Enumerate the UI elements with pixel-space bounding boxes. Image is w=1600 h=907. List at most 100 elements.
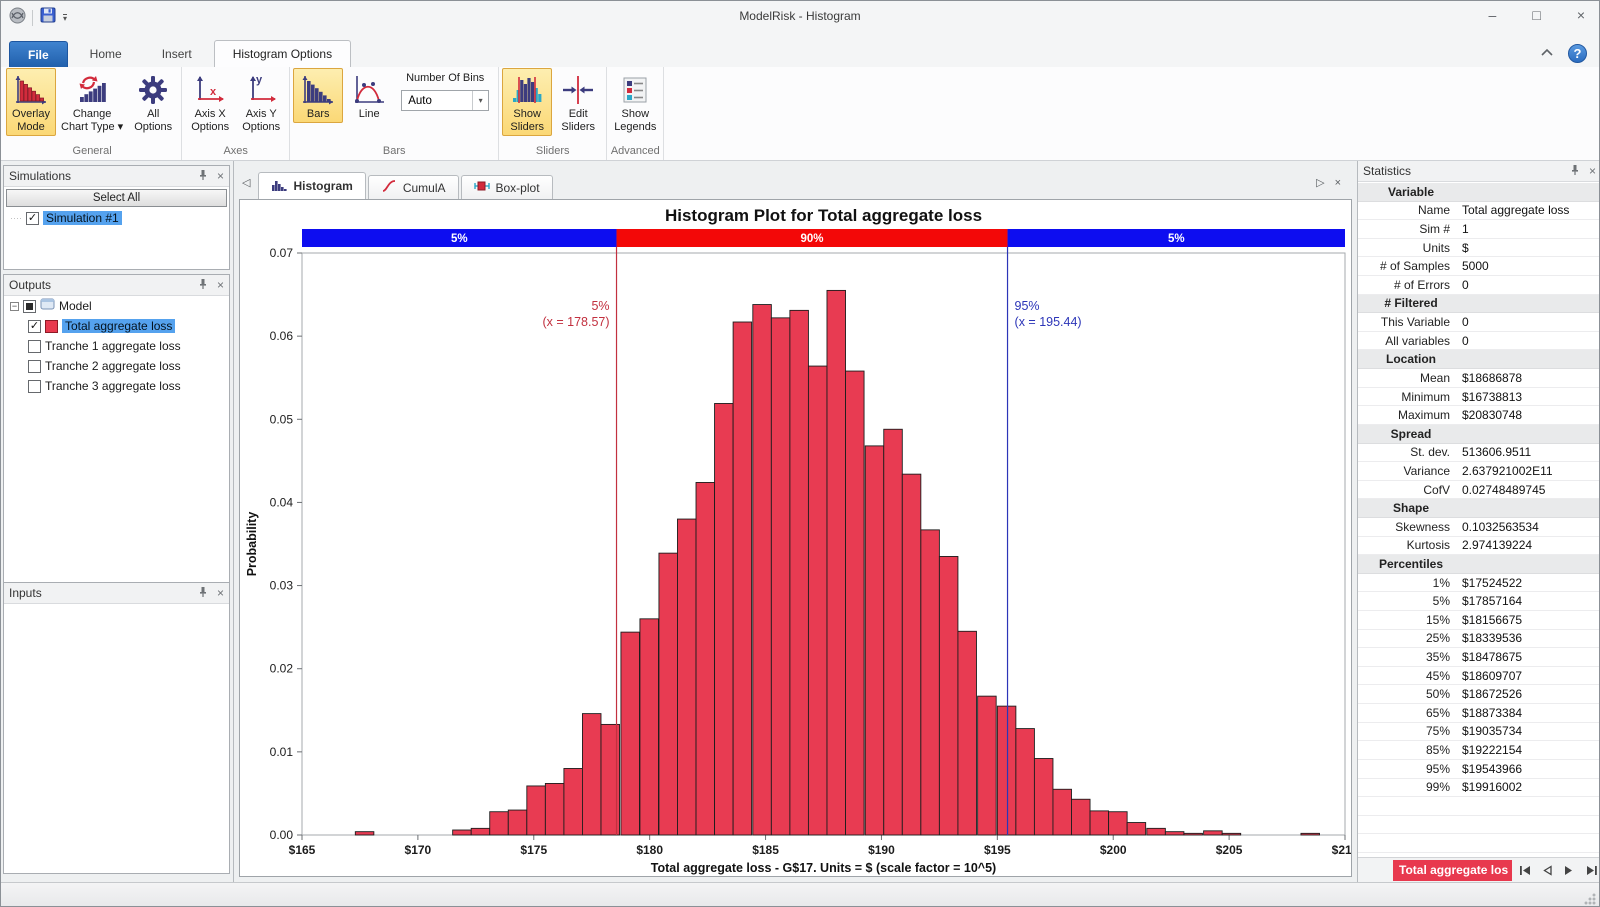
close-panel-icon[interactable]: × [217, 279, 224, 291]
button-label: Show [622, 108, 650, 121]
svg-text:5%: 5% [451, 233, 468, 245]
first-variable-button[interactable] [1519, 865, 1532, 876]
chevron-down-icon[interactable]: ▾ [472, 91, 488, 110]
axis-y-options-button[interactable]: yAxis YOptions [236, 68, 286, 136]
button-label: Options [191, 121, 229, 134]
stat-label: # of Samples [1358, 259, 1457, 273]
svg-text:$165: $165 [289, 843, 316, 857]
checkbox[interactable] [28, 360, 41, 373]
histogram-bar [846, 371, 865, 835]
pin-icon[interactable] [197, 586, 209, 600]
stats-row [1358, 834, 1600, 853]
stats-row [1358, 816, 1600, 835]
stat-value: $19916002 [1457, 780, 1600, 794]
stat-label: Minimum [1358, 390, 1457, 404]
close-panel-icon[interactable]: × [1589, 165, 1596, 177]
histogram-bar [527, 786, 546, 835]
ribbon: OverlayMode ChangeChart Type ▾AllOptions… [1, 67, 1599, 161]
inputs-panel-title: Inputs [9, 586, 42, 600]
chart-tab-label: Box-plot [496, 181, 540, 195]
simulation-item[interactable]: ····✓Simulation #1 [4, 208, 229, 228]
close-button[interactable]: × [1577, 6, 1585, 24]
all-options-button[interactable]: AllOptions [128, 68, 178, 136]
button-label: Sliders [561, 121, 595, 134]
outputs-root-item[interactable]: −Model [4, 296, 229, 316]
stat-value: $18672526 [1457, 687, 1600, 701]
svg-text:$210: $210 [1332, 843, 1351, 857]
output-item[interactable]: ✓Total aggregate loss [4, 316, 229, 336]
stat-value: 5000 [1457, 259, 1600, 273]
button-label: Show [513, 108, 541, 121]
output-item[interactable]: Tranche 1 aggregate loss [4, 336, 229, 356]
ribbon-group-general: OverlayMode ChangeChart Type ▾AllOptions… [3, 67, 182, 160]
histogram-bar [997, 706, 1016, 835]
help-button[interactable]: ? [1568, 44, 1587, 63]
axis-x-options-button[interactable]: xAxis XOptions [185, 68, 235, 136]
checkbox[interactable] [23, 300, 36, 313]
stats-row: All variables 0 [1358, 332, 1600, 351]
stat-value: $19222154 [1457, 743, 1600, 757]
histogram-bar [564, 768, 583, 835]
ribbon-tab-home[interactable]: Home [72, 41, 140, 67]
line-button[interactable]: Line [344, 68, 394, 123]
show-sliders-button[interactable]: ShowSliders [502, 68, 552, 136]
bars-button[interactable]: Bars [293, 68, 343, 123]
number-of-bins-field: Number Of BinsAuto ▾ [395, 68, 495, 111]
maximize-button[interactable]: □ [1532, 6, 1540, 24]
resize-grip-icon[interactable] [1583, 892, 1597, 906]
checkbox[interactable]: ✓ [26, 212, 39, 225]
edit-sliders-icon [561, 72, 595, 108]
histogram-bar [1127, 823, 1146, 835]
close-panel-icon[interactable]: × [217, 170, 224, 182]
next-variable-button[interactable] [1563, 865, 1576, 876]
change-chart-type-button[interactable]: ChangeChart Type ▾ [57, 68, 127, 136]
minimize-button[interactable]: – [1489, 6, 1497, 24]
chart-tab-cumula[interactable]: CumulA [368, 175, 459, 199]
ribbon-tab-histogram-options[interactable]: Histogram Options [214, 40, 351, 68]
pin-icon[interactable] [1569, 164, 1581, 178]
ribbon-group-label: Sliders [502, 145, 603, 160]
close-panel-icon[interactable]: × [217, 587, 224, 599]
chart-tab-box-plot[interactable]: Box-plot [461, 175, 553, 199]
ribbon-tab-file[interactable]: File [9, 41, 68, 67]
stats-row: 75% $19035734 [1358, 723, 1600, 742]
stats-row: # of Errors 0 [1358, 276, 1600, 295]
histogram-bar [1147, 828, 1166, 835]
tabs-scroll-left-icon[interactable]: ◁ [242, 176, 250, 189]
tabs-scroll-right-icon[interactable]: ▷ [1316, 176, 1324, 189]
stats-row: Mean $18686878 [1358, 369, 1600, 388]
histogram-bar [958, 631, 977, 835]
ribbon-group-bars: Bars LineNumber Of BinsAuto ▾Bars [290, 67, 499, 160]
tree-collapse-icon[interactable]: − [10, 302, 19, 311]
chart-tab-histogram[interactable]: Histogram [258, 172, 365, 199]
output-item[interactable]: Tranche 3 aggregate loss [4, 376, 229, 396]
select-all-button[interactable]: Select All [6, 189, 227, 207]
button-label: Chart Type ▾ [61, 121, 123, 134]
pin-icon[interactable] [197, 169, 209, 183]
statistics-footer: Total aggregate los [1358, 857, 1600, 882]
low-slider-annotation: 5% [591, 299, 609, 313]
checkbox[interactable]: ✓ [28, 320, 41, 333]
edit-sliders-button[interactable]: EditSliders [553, 68, 603, 136]
last-variable-button[interactable] [1585, 865, 1598, 876]
checkbox[interactable] [28, 380, 41, 393]
checkbox[interactable] [28, 340, 41, 353]
collapse-ribbon-icon[interactable] [1540, 45, 1554, 63]
stat-label: # of Errors [1358, 278, 1457, 292]
ribbon-tab-insert[interactable]: Insert [144, 41, 210, 67]
output-item[interactable]: Tranche 2 aggregate loss [4, 356, 229, 376]
histogram-bar [1301, 833, 1320, 835]
previous-variable-button[interactable] [1541, 865, 1554, 876]
overlay-mode-button[interactable]: OverlayMode [6, 68, 56, 136]
number-of-bins-value: Auto [402, 95, 472, 107]
pin-icon[interactable] [197, 278, 209, 292]
ribbon-tab-row: FileHomeInsertHistogram Options ? [1, 33, 1599, 67]
histogram-bar [771, 318, 790, 835]
number-of-bins-select[interactable]: Auto ▾ [401, 90, 489, 111]
simulations-panel: Simulations × Select All ····✓Simulation… [3, 165, 230, 270]
close-chart-icon[interactable]: × [1335, 177, 1341, 189]
stats-row: Maximum $20830748 [1358, 406, 1600, 425]
show-legends-button[interactable]: ShowLegends [610, 68, 660, 136]
variable-tab[interactable]: Total aggregate los [1393, 860, 1512, 881]
stat-value: $17857164 [1457, 594, 1600, 608]
